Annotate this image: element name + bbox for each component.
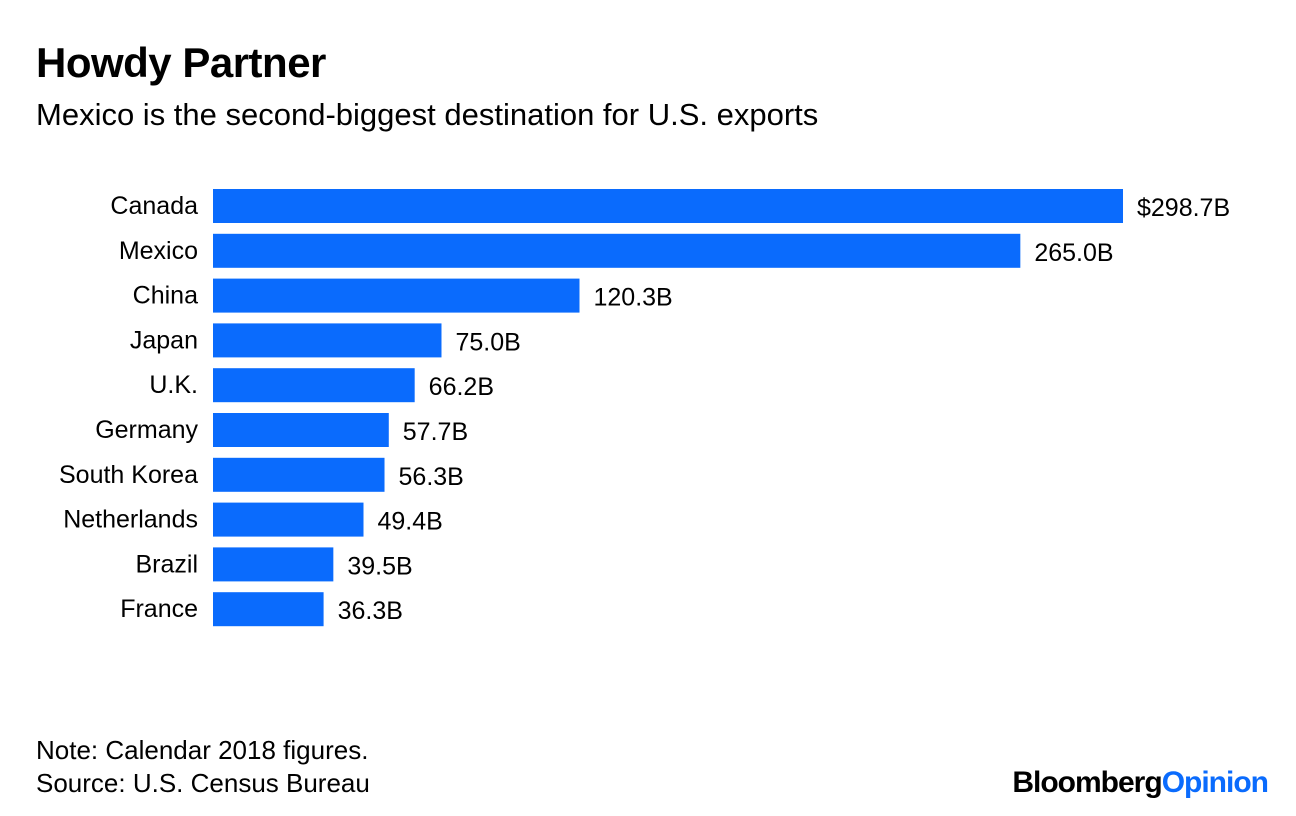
- value-label: 39.5B: [347, 552, 412, 580]
- category-label: France: [120, 595, 198, 623]
- bar-netherlands: [213, 502, 364, 537]
- category-label: Germany: [95, 416, 198, 444]
- category-label: China: [133, 282, 198, 310]
- value-label: 75.0B: [455, 328, 520, 356]
- bar-mexico: [213, 233, 1021, 268]
- category-label: Japan: [130, 326, 198, 354]
- logo-opinion-text: Opinion: [1161, 766, 1269, 799]
- bar-u-k: [213, 368, 415, 403]
- value-label: 49.4B: [377, 508, 442, 536]
- category-label: Mexico: [119, 237, 198, 265]
- category-label: Canada: [110, 192, 198, 220]
- value-label: $298.7B: [1137, 194, 1230, 222]
- logo-bloomberg-text: Bloomberg: [1012, 766, 1162, 799]
- value-label: 36.3B: [338, 597, 403, 625]
- value-label: 66.2B: [429, 373, 494, 401]
- value-label: 120.3B: [593, 284, 672, 312]
- bar-france: [213, 592, 324, 627]
- category-label: U.K.: [149, 371, 198, 399]
- chart-source: Source: U.S. Census Bureau: [36, 768, 370, 798]
- bar-china: [213, 278, 580, 313]
- category-label: Brazil: [135, 550, 198, 578]
- chart-subtitle: Mexico is the second-biggest destination…: [36, 97, 819, 132]
- category-label: South Korea: [59, 461, 198, 489]
- chart-note: Note: Calendar 2018 figures.: [36, 735, 369, 765]
- bloomberg-opinion-logo: BloombergOpinion: [1012, 766, 1269, 800]
- bar-japan: [213, 323, 442, 358]
- chart-title: Howdy Partner: [36, 39, 326, 86]
- value-label: 57.7B: [403, 418, 468, 446]
- bar-canada: [213, 189, 1123, 223]
- bar-germany: [213, 413, 389, 447]
- value-label: 56.3B: [399, 463, 464, 491]
- bar-south-korea: [213, 457, 385, 492]
- bar-brazil: [213, 547, 334, 582]
- category-label: Netherlands: [63, 506, 198, 534]
- value-label: 265.0B: [1034, 239, 1113, 267]
- bar-chart: Canada $298.7B Mexico 265.0B China 120.3B Japa…: [59, 189, 1230, 627]
